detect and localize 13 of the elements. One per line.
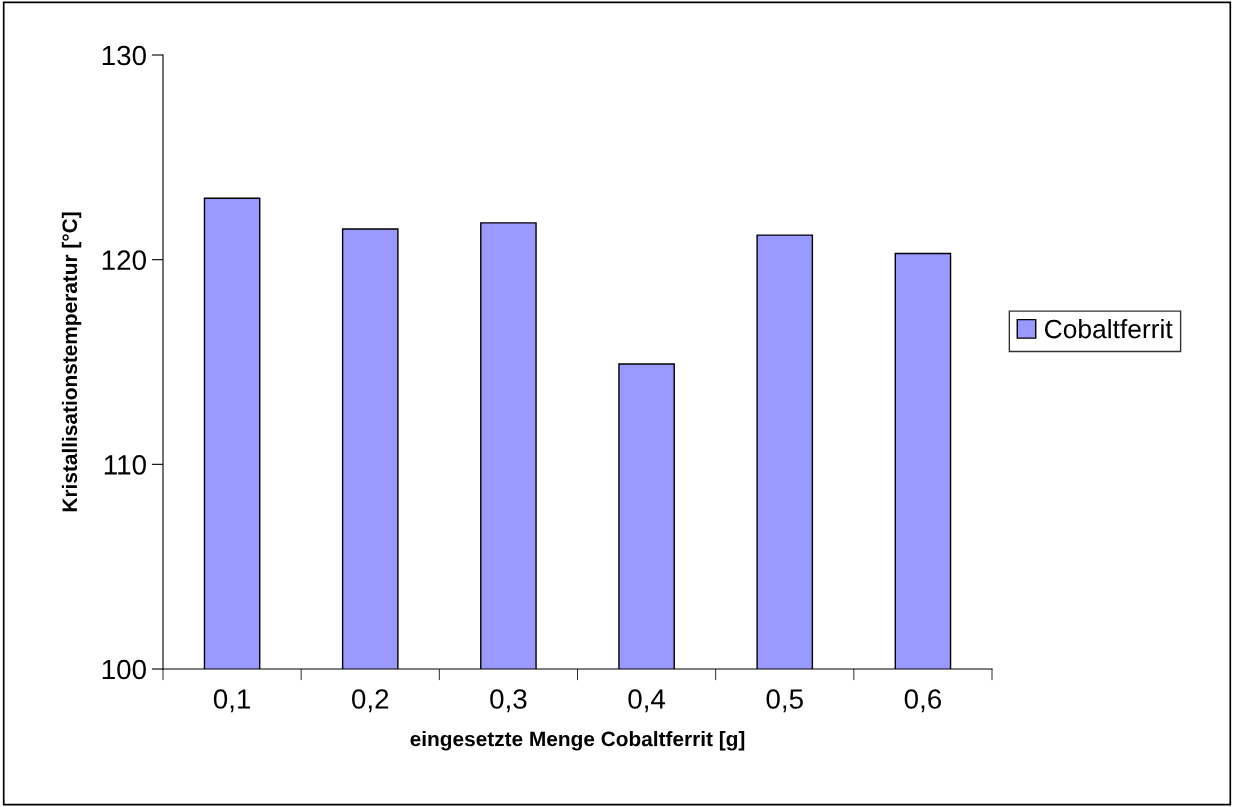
y-tick-label: 100 (102, 659, 146, 680)
x-tick-label: 0,4 (628, 689, 666, 713)
legend-label: Cobaltferrit (1044, 319, 1173, 339)
x-tick-label: 0,3 (490, 689, 527, 713)
y-tick-label: 130 (102, 45, 146, 66)
y-axis-title: Kristallisationstemperatur [°C] (61, 212, 82, 512)
x-tick-label: 0,6 (904, 689, 941, 713)
y-tick-label: 120 (102, 250, 146, 271)
x-tick-label: 0,1 (213, 689, 251, 713)
x-tick-label: 0,5 (766, 689, 803, 713)
x-tick-label: 0,2 (352, 689, 389, 713)
x-axis-title: eingesetzte Menge Cobaltferrit [g] (410, 731, 745, 751)
y-tick-label: 110 (104, 455, 146, 475)
